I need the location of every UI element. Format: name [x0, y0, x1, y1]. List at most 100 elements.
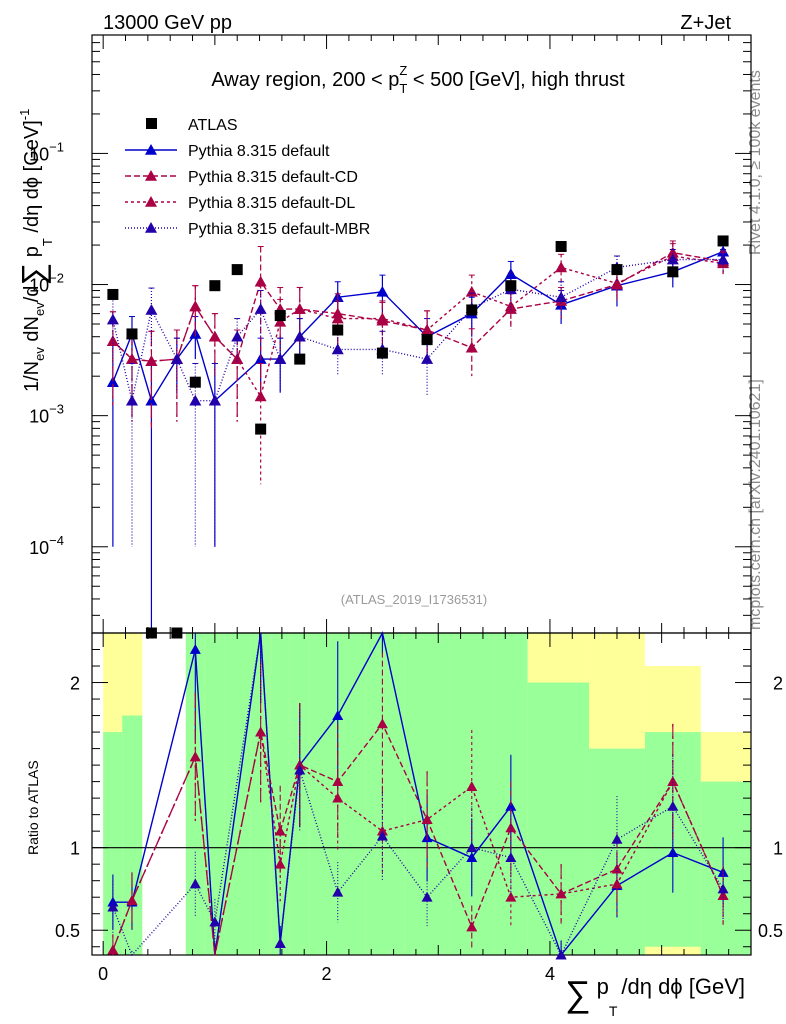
ratio-series-3: [107, 632, 729, 960]
ratio-point: [667, 800, 679, 811]
y-tick-label: 10−2: [29, 271, 64, 296]
ratio-point: [505, 891, 517, 902]
ratio-point: [376, 825, 388, 836]
series-point: [717, 253, 730, 265]
ratio-point: [274, 825, 286, 836]
series-point: [145, 355, 158, 367]
ratio-point: [667, 776, 679, 787]
series-point: [274, 353, 287, 364]
ratio-point: [421, 891, 433, 902]
ratio-y-tick-label: 2: [70, 674, 80, 694]
ratio-point: [274, 858, 286, 869]
green-band-13: [449, 633, 495, 955]
x-tick-label: 2: [322, 964, 332, 984]
header-left: 13000 GeV pp: [103, 12, 232, 34]
series-point: [666, 253, 679, 265]
series-point: [125, 394, 138, 406]
atlas-point: [189, 376, 201, 388]
ratio-line-3: [112, 632, 724, 957]
ratio-point: [332, 886, 344, 897]
series-point: [555, 261, 568, 273]
series-point: [293, 303, 306, 314]
atlas-point: [274, 310, 286, 322]
atlas-point: [421, 334, 433, 346]
series-line-1: [112, 251, 724, 362]
y-tick-label: 10−3: [29, 402, 64, 427]
series-point: [555, 291, 568, 303]
ratio-y-tick-label: 1: [70, 839, 80, 859]
legend-label: Pythia 8.315 default-MBR: [188, 221, 370, 238]
series-point: [145, 303, 158, 315]
series-point: [125, 353, 138, 364]
series-point: [504, 300, 517, 312]
series-point: [465, 341, 478, 353]
ratio-point: [189, 644, 201, 654]
ratio-uncertainty-bands: [92, 633, 751, 955]
ratio-point: [209, 916, 221, 927]
ratio-panel-data: [107, 631, 729, 960]
series-2: [106, 243, 730, 485]
ratio-point: [555, 888, 567, 899]
green-band-15: [527, 682, 590, 955]
series-point: [254, 390, 267, 402]
axes: 0 2 4 10−1 10−2 10−3 10−4 0.5 0.5 1 1 2 2: [29, 34, 783, 984]
ratio-point: [189, 878, 201, 889]
green-band-0: [103, 732, 123, 955]
atlas-point: [255, 423, 267, 435]
x-axis-label: ∑ pT/dη dϕ [GeV]: [565, 973, 745, 1019]
ratio-point: [466, 921, 478, 932]
atlas-point: [171, 627, 183, 639]
y-tick-label: 10−1: [29, 139, 64, 164]
legend-marker: [145, 196, 157, 207]
legend: ATLAS Pythia 8.315 default Pythia 8.315 de…: [125, 117, 370, 238]
series-line-2: [112, 255, 724, 399]
ratio-point: [466, 852, 478, 862]
series-point: [170, 353, 183, 364]
legend-marker: [145, 170, 157, 181]
ratio-point: [667, 847, 679, 858]
y-tick-label: 10−4: [29, 533, 64, 558]
main-panel-data: [106, 235, 730, 639]
series-point: [376, 285, 389, 297]
ratio-y-tick-label-right: 1: [773, 839, 783, 859]
green-band-8: [270, 633, 290, 955]
ratio-point: [107, 901, 119, 912]
ratio-point: [505, 822, 517, 833]
ratio-point: [611, 878, 623, 889]
atlas-point: [611, 264, 623, 276]
atlas-point: [466, 304, 478, 316]
ratio-point: [332, 792, 344, 803]
series-point: [106, 313, 119, 325]
legend-label: Pythia 8.315 default-CD: [188, 169, 358, 186]
ratio-y-tick-label-right: 2: [773, 674, 783, 694]
ratio-series-2: [107, 661, 729, 956]
ratio-point: [611, 833, 623, 844]
series-point: [208, 394, 221, 406]
ratio-point: [294, 764, 306, 775]
series-point: [189, 300, 202, 312]
legend-marker: [145, 144, 157, 155]
ratio-point: [376, 718, 388, 729]
series-1: [106, 240, 730, 429]
atlas-point: [145, 627, 157, 639]
chart-title: Away region, 200 < pTZ < 500 [GeV], high…: [211, 63, 625, 96]
atlas-point: [332, 324, 344, 336]
legend-marker: [145, 222, 157, 233]
ratio-point: [376, 830, 388, 841]
series-line-3: [112, 258, 724, 402]
ratio-point: [107, 896, 119, 907]
atlas-points: [107, 235, 729, 639]
atlas-point: [209, 280, 221, 292]
ratio-y-axis-label: Ratio to ATLAS: [25, 760, 41, 855]
ratio-point: [421, 814, 433, 824]
ratio-point: [505, 800, 517, 811]
analysis-watermark: (ATLAS_2019_I1736531): [341, 592, 487, 607]
series-point: [331, 312, 344, 324]
x-tick-label: 0: [98, 964, 108, 984]
atlas-point: [717, 235, 729, 247]
legend-label: Pythia 8.315 default: [188, 143, 330, 160]
ratio-panel-frame: [91, 632, 752, 956]
series-line-0: [112, 251, 724, 403]
series-0: [106, 242, 730, 633]
y-axis-label: 1/Nev dNev/d∑ pT /dη dϕ [GeV]-1: [15, 109, 55, 392]
